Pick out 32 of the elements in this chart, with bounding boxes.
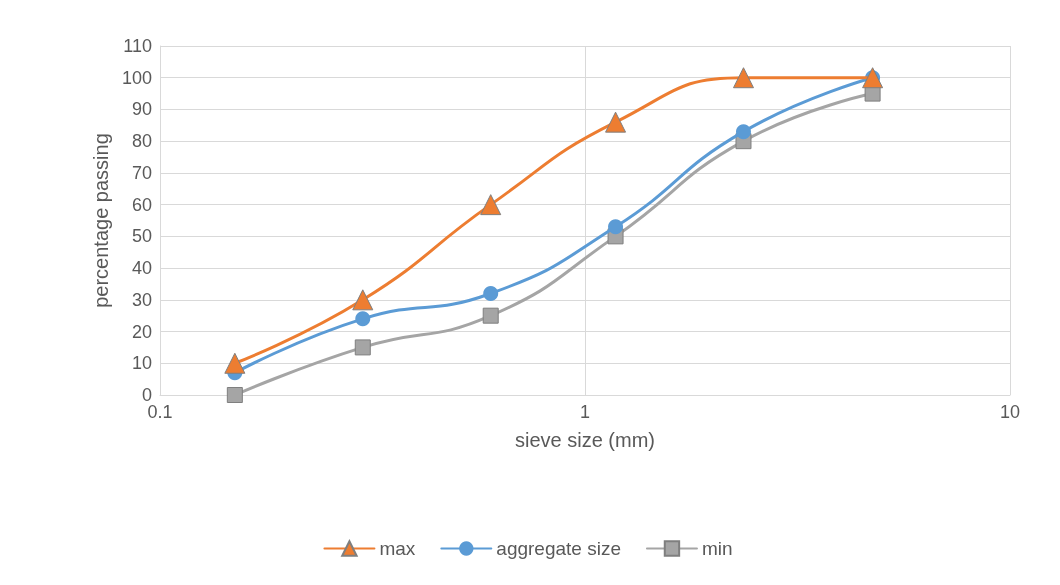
- y-tick-label: 110: [123, 36, 152, 56]
- point: [483, 285, 499, 301]
- y-tick-label: 0: [141, 385, 152, 405]
- y-tick-label: 30: [131, 289, 152, 310]
- point: [736, 124, 751, 140]
- point: [226, 387, 243, 403]
- point: [732, 67, 754, 89]
- y-axis-title: percentage passing: [90, 133, 113, 308]
- y-tick-label: 100: [121, 67, 152, 88]
- point: [354, 339, 371, 356]
- legend-label: min: [701, 538, 733, 559]
- y-tick-label: 20: [131, 321, 152, 342]
- point: [352, 289, 374, 311]
- legend-label: max: [379, 538, 416, 559]
- point: [355, 311, 371, 327]
- x-axis-title: sieve size (mm): [514, 429, 656, 451]
- x-tick-label: 0.1: [147, 402, 173, 422]
- y-tick-label: 90: [131, 99, 152, 120]
- legend-label: aggregate size: [496, 538, 621, 559]
- point: [224, 352, 246, 374]
- y-tick-label: 60: [131, 194, 152, 215]
- y-tick-label: 10: [131, 353, 152, 374]
- x-tick-label: 1: [579, 402, 591, 422]
- y-tick-label: 40: [131, 258, 152, 279]
- point: [480, 194, 502, 216]
- y-tick-label: 80: [131, 131, 152, 152]
- point: [608, 219, 624, 235]
- x-tick-label: 10: [999, 402, 1021, 422]
- point: [605, 111, 627, 133]
- y-tick-label: 50: [131, 226, 152, 247]
- point: [482, 307, 499, 324]
- y-tick-label: 70: [131, 162, 152, 183]
